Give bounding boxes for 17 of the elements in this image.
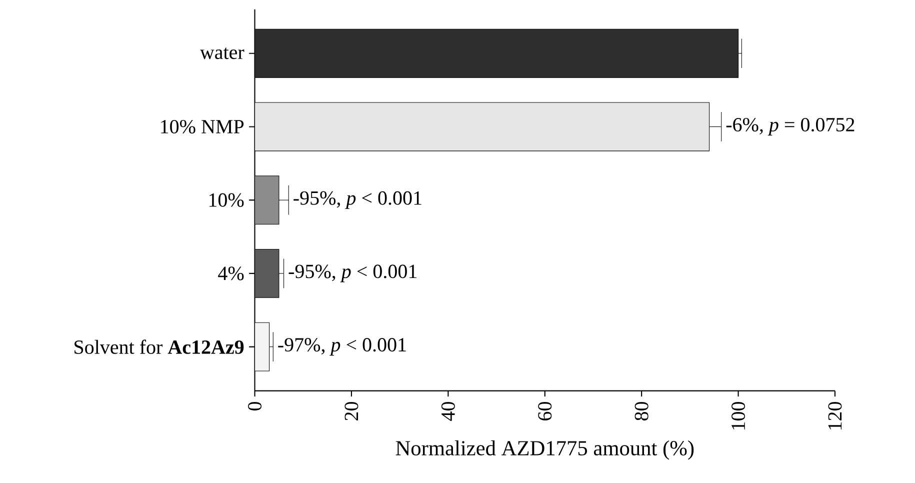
x-tick-label: 100 xyxy=(732,402,746,430)
annotation: -6%, p = 0.0752 xyxy=(726,118,854,136)
x-tick-label: 60 xyxy=(538,402,552,420)
y-tick-label: 4% xyxy=(218,266,244,280)
x-axis-title: Normalized AZD1775 amount (%) xyxy=(396,440,694,460)
x-tick-label: 120 xyxy=(828,402,842,430)
y-tick-label: 10% NMP xyxy=(161,120,244,134)
y-tick-label: water xyxy=(200,48,244,60)
y-tick-label: Solvent for Ac12Az9 xyxy=(74,340,244,354)
x-tick-label: 20 xyxy=(344,402,358,420)
annotation: -95%, p < 0.001 xyxy=(288,264,416,282)
x-tick-label: 0 xyxy=(248,402,262,411)
y-tick-label: 10% xyxy=(209,193,244,207)
annotation: -97%, p < 0.001 xyxy=(278,338,406,356)
annotation: -95%, p < 0.001 xyxy=(294,191,422,209)
x-tick-label: 40 xyxy=(441,402,455,421)
x-tick-label: 80 xyxy=(634,402,648,421)
